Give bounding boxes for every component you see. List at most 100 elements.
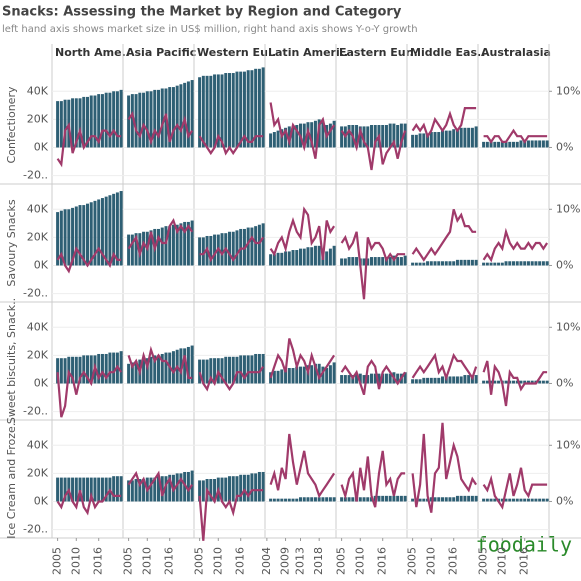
bar [545, 380, 549, 384]
bar [228, 231, 231, 266]
bar [231, 73, 235, 148]
bar [332, 362, 336, 384]
bar [224, 356, 228, 384]
y-tick-label: 20K [27, 112, 49, 125]
bar [153, 89, 157, 148]
y-tick-label: 40K [27, 320, 49, 333]
bar [538, 140, 542, 148]
x-tick-label: 2005 [122, 547, 135, 575]
bar [261, 67, 265, 148]
bar [100, 94, 104, 148]
bar [414, 134, 418, 148]
bar [280, 129, 284, 148]
bar [302, 123, 306, 148]
bar [272, 132, 276, 148]
bar [340, 375, 344, 384]
bar [82, 96, 86, 148]
growth-line [269, 206, 336, 261]
bar [63, 477, 67, 502]
bar [276, 370, 280, 384]
bar [295, 366, 299, 384]
bar [93, 200, 97, 266]
bar [157, 476, 160, 502]
bar [422, 133, 426, 148]
bar [310, 122, 314, 148]
bar [171, 87, 175, 148]
bar [130, 362, 134, 384]
bar [242, 474, 246, 502]
bar [366, 375, 370, 384]
bar [317, 245, 321, 266]
region-label: Eastern Eur.. [339, 46, 418, 59]
bar [261, 223, 265, 266]
x-tick-label: 2005 [193, 547, 206, 575]
y-tick-label: 0K [34, 494, 49, 507]
bar [231, 356, 235, 384]
bar [384, 125, 388, 148]
bar [474, 375, 478, 384]
bar [78, 98, 82, 148]
y2-tick-label: 10% [556, 84, 580, 97]
bar [198, 237, 202, 266]
bar [343, 375, 347, 384]
bar [485, 380, 489, 384]
bar [209, 235, 213, 266]
bar [224, 73, 228, 148]
bar [497, 141, 501, 148]
bar [160, 88, 164, 148]
growth-line [198, 365, 265, 392]
x-tick-label: 2005 [51, 547, 64, 575]
bar [104, 353, 108, 384]
bar [489, 498, 493, 502]
bar [220, 74, 224, 148]
x-tick-label: 2010 [353, 547, 366, 575]
bar [526, 498, 530, 502]
bar [340, 497, 344, 502]
bar [467, 127, 471, 148]
bar [295, 125, 299, 148]
row-label: Ice Cream and Froze.. [5, 419, 18, 539]
bar [220, 233, 224, 266]
bar [302, 248, 306, 266]
bar [149, 91, 153, 148]
bar [459, 495, 463, 502]
bar [534, 498, 538, 502]
bar [201, 359, 205, 384]
bar [526, 140, 530, 148]
bar [541, 261, 545, 266]
bar [362, 497, 366, 502]
bar [228, 356, 231, 384]
bar [239, 228, 243, 266]
bar [411, 134, 415, 148]
y-tick-label: 0K [34, 258, 49, 271]
bar [332, 245, 336, 266]
bar [115, 91, 119, 148]
bar [119, 89, 123, 148]
bar [74, 98, 78, 148]
bar [313, 497, 317, 502]
bar [93, 95, 97, 148]
y-tick-label: 0K [34, 140, 49, 153]
bar [190, 345, 194, 384]
bar [512, 141, 515, 148]
bar [437, 497, 441, 502]
bar [366, 497, 370, 502]
bar [459, 127, 463, 148]
bar [351, 497, 355, 502]
bar [67, 356, 71, 384]
y-tick-label: -20.. [23, 523, 48, 536]
bar [198, 359, 202, 384]
bar [448, 261, 452, 266]
bar [74, 356, 78, 384]
bar [63, 209, 67, 266]
bar [299, 366, 302, 384]
bar [280, 498, 284, 502]
bar [246, 227, 250, 266]
growth-line [411, 422, 478, 513]
bar [541, 140, 545, 148]
bar [459, 259, 463, 266]
bar [201, 237, 205, 266]
bar [190, 80, 194, 148]
bar [291, 498, 295, 502]
bar [231, 231, 235, 266]
